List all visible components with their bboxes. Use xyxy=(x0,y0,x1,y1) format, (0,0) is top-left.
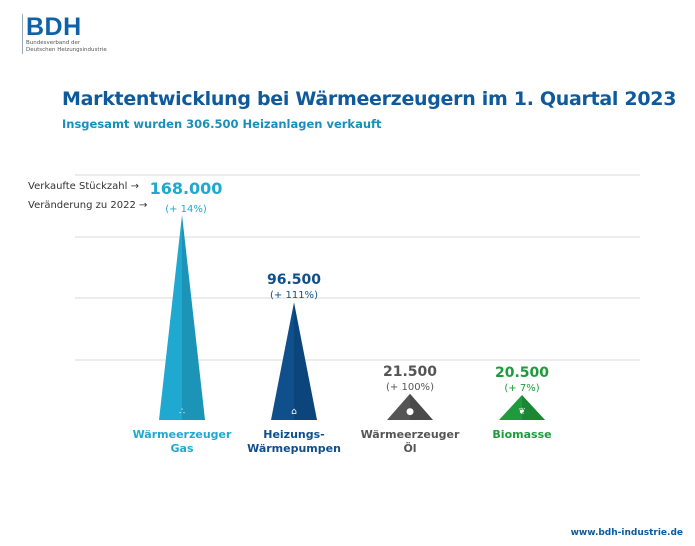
category-label: Wärmeerzeuger xyxy=(361,428,460,441)
change-label: (+ 100%) xyxy=(386,382,434,393)
heat-pump-icon: ⌂ xyxy=(291,407,297,417)
logo-line1: Bundesverband der xyxy=(26,40,81,46)
value-label: 168.000 xyxy=(150,179,223,198)
units-legend-label: Verkaufte Stückzahl → xyxy=(28,181,139,192)
change-label: (+ 111%) xyxy=(270,290,318,301)
category-label: Biomasse xyxy=(492,428,551,441)
value-label: 21.500 xyxy=(383,364,437,380)
bdh-logo: BDH Bundesverband der Deutschen Heizungs… xyxy=(22,14,107,54)
change-legend-label: Veränderung zu 2022 → xyxy=(28,200,148,211)
category-label: Wärmepumpen xyxy=(247,442,341,455)
category-label: Öl xyxy=(403,441,416,455)
change-label: (+ 14%) xyxy=(165,204,207,215)
logo-text: BDH xyxy=(26,13,82,41)
chart-subtitle: Insgesamt wurden 306.500 Heizanlagen ver… xyxy=(62,117,382,131)
category-label: Wärmeerzeuger xyxy=(133,428,232,441)
logo-line2: Deutschen Heizungsindustrie xyxy=(26,47,107,53)
category-label: Gas xyxy=(171,442,194,455)
category-label: Heizungs- xyxy=(263,428,325,441)
footer-url[interactable]: www.bdh-industrie.de xyxy=(570,528,683,538)
bar-shade-1 xyxy=(294,302,317,420)
oil-drop-icon: ● xyxy=(406,407,414,417)
change-label: (+ 7%) xyxy=(504,383,539,394)
bar-3 xyxy=(499,394,545,420)
chart-title: Marktentwicklung bei Wärmeerzeugern im 1… xyxy=(62,88,677,110)
value-label: 96.500 xyxy=(267,272,321,288)
leaf-icon: ❦ xyxy=(518,407,526,417)
bar-2 xyxy=(387,393,433,420)
value-label: 20.500 xyxy=(495,365,549,381)
gas-flame-icon: ∴ xyxy=(179,407,185,417)
bar-0 xyxy=(159,215,205,420)
bar-shade-3 xyxy=(522,394,545,420)
bar-1 xyxy=(271,302,317,420)
bar-shade-0 xyxy=(182,215,205,420)
bar-shade-2 xyxy=(410,393,433,420)
